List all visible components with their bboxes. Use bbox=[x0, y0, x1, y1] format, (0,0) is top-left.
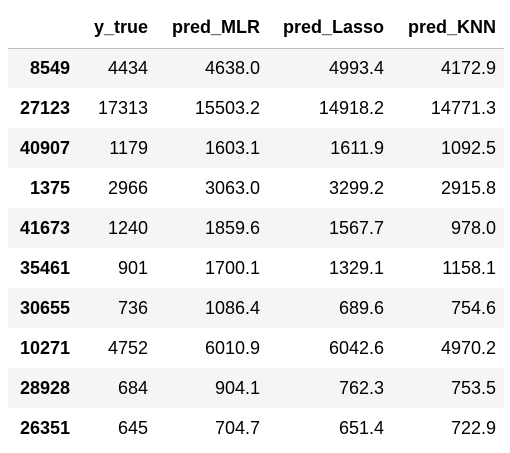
cell-pred-knn: 722.9 bbox=[450, 417, 496, 438]
cell-pred-knn: 1158.1 bbox=[442, 257, 496, 278]
cell-pred-mlr: 904.1 bbox=[214, 377, 260, 398]
table-row: 8549 4434 4638.0 4993.4 4172.9 bbox=[8, 48, 504, 88]
cell-pred-lasso: 14918.2 bbox=[318, 97, 384, 118]
row-index: 41673 bbox=[19, 217, 70, 238]
cell-y-true: 4434 bbox=[107, 57, 148, 78]
cell-pred-knn: 978.0 bbox=[450, 217, 496, 238]
cell-pred-lasso: 1567.7 bbox=[328, 217, 384, 238]
dataframe-table: y_true pred_MLR pred_Lasso pred_KNN 8549… bbox=[8, 8, 504, 448]
header-pred-mlr: pred_MLR bbox=[156, 8, 268, 49]
header-y-true: y_true bbox=[78, 8, 156, 49]
table-row: 41673 1240 1859.6 1567.7 978.0 bbox=[8, 208, 504, 248]
cell-y-true: 1240 bbox=[107, 217, 148, 238]
table-row: 10271 4752 6010.9 6042.6 4970.2 bbox=[8, 328, 504, 368]
row-index: 28928 bbox=[19, 377, 70, 398]
cell-pred-mlr: 3063.0 bbox=[204, 177, 260, 198]
cell-pred-knn: 14771.3 bbox=[430, 97, 496, 118]
table-row: 35461 901 1700.1 1329.1 1158.1 bbox=[8, 248, 504, 288]
cell-pred-lasso: 3299.2 bbox=[328, 177, 384, 198]
cell-pred-lasso: 4993.4 bbox=[328, 57, 384, 78]
cell-y-true: 901 bbox=[117, 257, 148, 278]
cell-pred-mlr: 1700.1 bbox=[204, 257, 260, 278]
row-index: 30655 bbox=[19, 297, 70, 318]
cell-y-true: 736 bbox=[117, 297, 148, 318]
header-pred-lasso: pred_Lasso bbox=[268, 8, 392, 49]
row-index: 27123 bbox=[19, 97, 70, 118]
cell-pred-lasso: 651.4 bbox=[338, 417, 384, 438]
cell-pred-mlr: 1859.6 bbox=[204, 217, 260, 238]
row-index: 8549 bbox=[29, 57, 70, 78]
table-row: 27123 17313 15503.2 14918.2 14771.3 bbox=[8, 88, 504, 128]
header-row: y_true pred_MLR pred_Lasso pred_KNN bbox=[8, 8, 504, 49]
cell-pred-knn: 754.6 bbox=[450, 297, 496, 318]
table-header: y_true pred_MLR pred_Lasso pred_KNN bbox=[8, 8, 504, 49]
cell-pred-mlr: 704.7 bbox=[214, 417, 260, 438]
cell-pred-knn: 4172.9 bbox=[440, 57, 496, 78]
cell-pred-knn: 753.5 bbox=[450, 377, 496, 398]
table-body: 8549 4434 4638.0 4993.4 4172.9 27123 17313 1550… bbox=[8, 48, 504, 448]
table-row: 30655 736 1086.4 689.6 754.6 bbox=[8, 288, 504, 328]
cell-y-true: 684 bbox=[117, 377, 148, 398]
header-pred-knn: pred_KNN bbox=[392, 8, 504, 49]
cell-pred-knn: 4970.2 bbox=[440, 337, 496, 358]
cell-pred-lasso: 1329.1 bbox=[328, 257, 384, 278]
cell-y-true: 17313 bbox=[97, 97, 148, 118]
row-index: 10271 bbox=[19, 337, 70, 358]
header-index bbox=[8, 8, 78, 49]
cell-pred-lasso: 6042.6 bbox=[328, 337, 384, 358]
table-row: 1375 2966 3063.0 3299.2 2915.8 bbox=[8, 168, 504, 208]
cell-pred-lasso: 689.6 bbox=[338, 297, 384, 318]
cell-y-true: 645 bbox=[117, 417, 148, 438]
cell-y-true: 4752 bbox=[107, 337, 148, 358]
table-row: 28928 684 904.1 762.3 753.5 bbox=[8, 368, 504, 408]
table-row: 40907 1179 1603.1 1611.9 1092.5 bbox=[8, 128, 504, 168]
cell-pred-mlr: 15503.2 bbox=[194, 97, 260, 118]
cell-pred-mlr: 6010.9 bbox=[204, 337, 260, 358]
cell-y-true: 2966 bbox=[107, 177, 148, 198]
row-index: 35461 bbox=[19, 257, 70, 278]
cell-pred-lasso: 1611.9 bbox=[330, 137, 384, 158]
cell-pred-knn: 2915.8 bbox=[440, 177, 496, 198]
row-index: 40907 bbox=[19, 137, 70, 158]
row-index: 26351 bbox=[19, 417, 70, 438]
cell-pred-mlr: 1603.1 bbox=[204, 137, 260, 158]
row-index: 1375 bbox=[29, 177, 70, 198]
cell-pred-lasso: 762.3 bbox=[338, 377, 384, 398]
cell-pred-mlr: 1086.4 bbox=[204, 297, 260, 318]
table-row: 26351 645 704.7 651.4 722.9 bbox=[8, 408, 504, 448]
cell-pred-mlr: 4638.0 bbox=[204, 57, 260, 78]
cell-pred-knn: 1092.5 bbox=[440, 137, 496, 158]
cell-y-true: 1179 bbox=[109, 137, 148, 158]
